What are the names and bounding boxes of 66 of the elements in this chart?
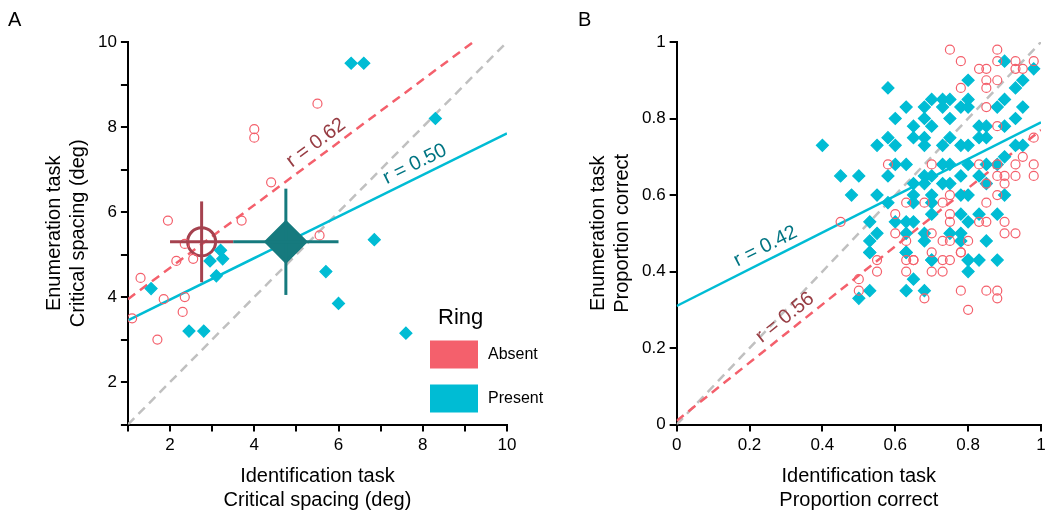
point xyxy=(249,124,260,135)
point xyxy=(314,230,325,241)
y-tick-label: 0.2 xyxy=(641,337,666,357)
legend-label: Present xyxy=(488,389,544,407)
x-tick-label: 0 xyxy=(671,435,682,455)
y-tick-label: 0.4 xyxy=(641,261,666,281)
point xyxy=(171,255,182,267)
point xyxy=(319,264,333,279)
point xyxy=(209,269,223,283)
point xyxy=(197,324,211,338)
point xyxy=(179,238,190,250)
y-tick-label: 1 xyxy=(656,31,666,51)
point xyxy=(182,324,196,338)
point xyxy=(312,98,323,109)
point xyxy=(203,254,217,268)
point xyxy=(344,56,358,70)
point xyxy=(428,111,442,126)
y-axis-title: Enumeration task Proportion correct xyxy=(585,153,632,313)
legend-label: Absent xyxy=(488,345,539,363)
point xyxy=(144,281,158,296)
y-tick-label: 0 xyxy=(656,414,666,434)
x-tick-label: 2 xyxy=(165,435,175,455)
x-tick-label: 6 xyxy=(333,435,344,455)
annotation: r = 0.50 xyxy=(378,137,450,188)
point xyxy=(236,215,247,226)
x-tick-label: 4 xyxy=(249,435,260,455)
point xyxy=(158,294,169,305)
point xyxy=(399,326,413,340)
y-tick-label: 6 xyxy=(107,201,117,221)
legend-title: Ring xyxy=(438,303,484,329)
x-axis-title: Identification task Proportion correct xyxy=(779,463,939,510)
chart-title: B xyxy=(578,7,592,30)
y-tick-label: 10 xyxy=(97,31,117,51)
point xyxy=(127,313,138,324)
chart-title: A xyxy=(8,7,22,30)
x-tick-label: 0.4 xyxy=(810,435,835,455)
point xyxy=(179,291,190,303)
y-tick-label: 0.6 xyxy=(641,184,666,204)
point xyxy=(367,233,381,247)
x-tick-label: 0.6 xyxy=(883,435,908,455)
point xyxy=(249,132,260,143)
x-tick-label: 1 xyxy=(1036,435,1046,455)
point xyxy=(186,226,218,258)
y-tick-label: 8 xyxy=(107,116,117,136)
x-tick-label: 0.2 xyxy=(737,435,762,455)
y-tick-label: 0.8 xyxy=(641,108,666,128)
annotation: r = 0.42 xyxy=(729,220,801,271)
point xyxy=(216,252,230,266)
x-axis-title: Identification task Critical spacing (deg) xyxy=(223,463,412,510)
point xyxy=(331,296,346,311)
point xyxy=(213,243,228,257)
point xyxy=(177,306,188,318)
point xyxy=(162,215,174,226)
point xyxy=(188,253,199,264)
point xyxy=(135,272,146,284)
annotation: r = 0.56 xyxy=(750,286,818,347)
y-tick-label: 2 xyxy=(107,371,117,391)
point xyxy=(357,56,371,70)
point xyxy=(266,177,277,188)
annotation: r = 0.62 xyxy=(281,112,350,172)
x-tick-label: 0.8 xyxy=(956,435,980,455)
point xyxy=(152,334,163,345)
x-tick-label: 10 xyxy=(497,435,517,455)
y-tick-label: 4 xyxy=(107,286,117,306)
y-axis-title: Enumeration task Critical spacing (deg) xyxy=(41,139,88,328)
x-tick-label: 8 xyxy=(418,435,428,455)
